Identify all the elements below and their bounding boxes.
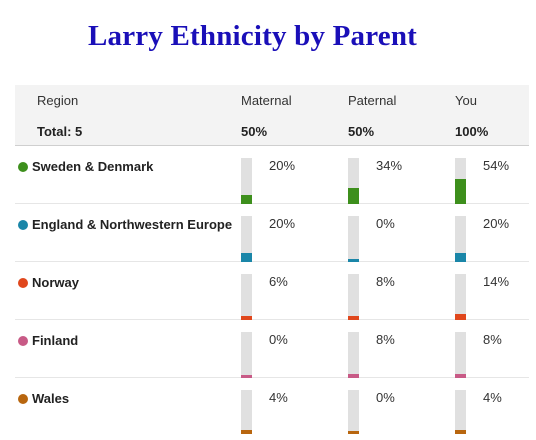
table-row: Wales 4% 0% 4% [15, 378, 529, 434]
maternal-percent: 20% [269, 158, 296, 173]
maternal-percent: 20% [269, 216, 296, 231]
maternal-percent-bar [241, 332, 252, 378]
you-percent: 14% [483, 274, 510, 289]
paternal-percent: 8% [376, 274, 395, 289]
paternal-percent-bar [348, 390, 359, 434]
paternal-percent: 34% [376, 158, 403, 173]
maternal-percent-bar [241, 158, 252, 204]
region-color-dot-icon [18, 336, 28, 346]
paternal-percent-bar [348, 332, 359, 378]
you-percent: 8% [483, 332, 502, 347]
maternal-percent-bar-fill [241, 194, 252, 204]
paternal-total: 50% [348, 124, 375, 139]
total-label: Total: 5 [37, 124, 83, 139]
maternal-percent: 6% [269, 274, 288, 289]
paternal-percent-bar-fill [348, 259, 359, 262]
maternal-percent: 4% [269, 390, 288, 405]
maternal-percent-bar-fill [241, 375, 252, 378]
you-percent: 20% [483, 216, 510, 231]
you-percent: 54% [483, 158, 510, 173]
ethnicity-table: Region Maternal Paternal You Total: 5 50… [15, 85, 529, 434]
you-percent-bar-fill [455, 179, 466, 204]
you-total: 100% [455, 124, 489, 139]
table-row: Finland 0% 8% 8% [15, 320, 529, 378]
region-name: England & Northwestern Europe [32, 217, 233, 232]
table-row: England & Northwestern Europe 20% 0% 20% [15, 204, 529, 262]
you-percent-bar [455, 274, 466, 320]
paternal-percent-bar-fill [348, 188, 359, 204]
paternal-percent-bar-fill [348, 374, 359, 378]
maternal-percent: 0% [269, 332, 288, 347]
you-percent-bar-fill [455, 313, 466, 320]
region-color-dot-icon [18, 162, 28, 172]
region-name: Norway [32, 275, 79, 290]
maternal-percent-bar [241, 216, 252, 262]
paternal-percent: 0% [376, 390, 395, 405]
you-percent-bar [455, 390, 466, 434]
you-percent-bar-fill [455, 252, 466, 262]
maternal-percent-bar [241, 274, 252, 320]
page-title: Larry Ethnicity by Parent [87, 20, 418, 52]
maternal-total: 50% [241, 124, 268, 139]
maternal-percent-bar-fill [241, 430, 252, 434]
maternal-percent-bar-fill [241, 316, 252, 320]
table-row: Norway 6% 8% 14% [15, 262, 529, 320]
paternal-header: Paternal [348, 93, 397, 108]
maternal-percent-bar [241, 390, 252, 434]
region-color-dot-icon [18, 394, 28, 404]
paternal-percent: 8% [376, 332, 395, 347]
region-name: Finland [32, 333, 79, 348]
region-header: Region [37, 93, 79, 108]
region-color-dot-icon [18, 220, 28, 230]
paternal-percent-bar-fill [348, 431, 359, 434]
table-body: Sweden & Denmark 20% 34% 54% England & North… [15, 146, 529, 434]
paternal-percent-bar-fill [348, 316, 359, 320]
you-percent-bar-fill [455, 430, 466, 434]
paternal-percent-bar [348, 158, 359, 204]
you-percent-bar-fill [455, 374, 466, 378]
region-color-dot-icon [18, 278, 28, 288]
paternal-percent: 0% [376, 216, 395, 231]
you-percent: 4% [483, 390, 502, 405]
maternal-header: Maternal [241, 93, 292, 108]
paternal-percent-bar [348, 216, 359, 262]
you-percent-bar [455, 332, 466, 378]
maternal-percent-bar-fill [241, 252, 252, 262]
table-header: Region Maternal Paternal You Total: 5 50… [15, 85, 529, 146]
paternal-percent-bar [348, 274, 359, 320]
table-row: Sweden & Denmark 20% 34% 54% [15, 146, 529, 204]
you-header: You [455, 93, 477, 108]
region-name: Wales [32, 391, 70, 406]
region-name: Sweden & Denmark [32, 159, 154, 174]
you-percent-bar [455, 216, 466, 262]
you-percent-bar [455, 158, 466, 204]
